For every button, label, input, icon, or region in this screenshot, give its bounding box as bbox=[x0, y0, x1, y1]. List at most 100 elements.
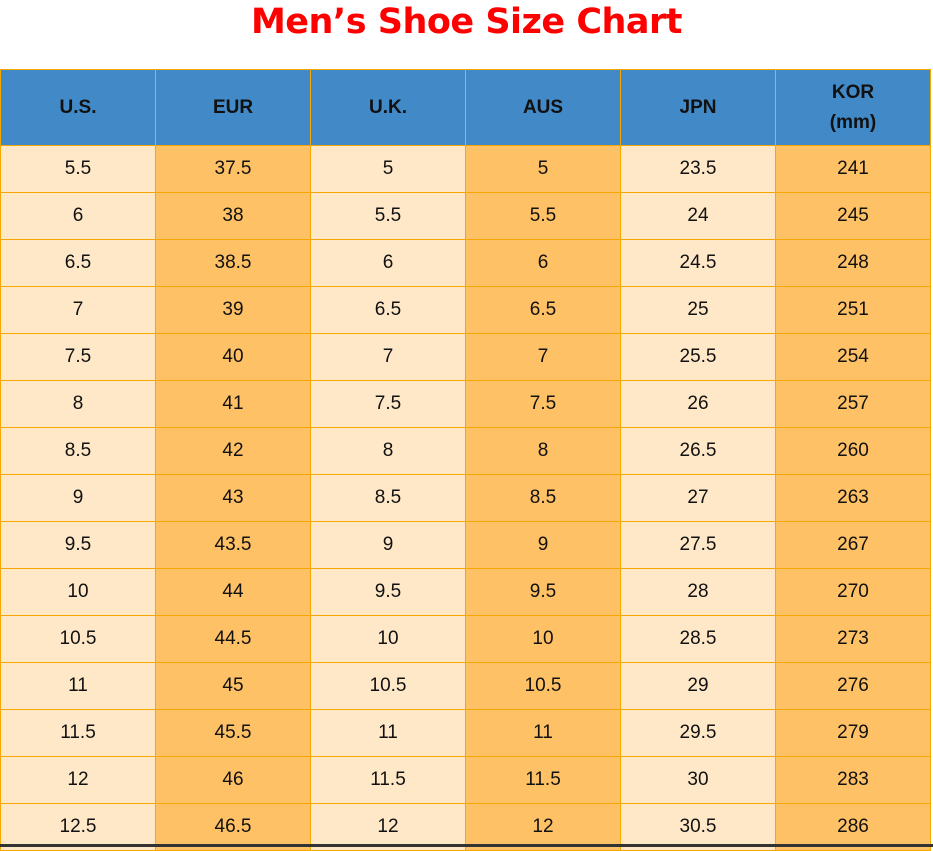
table-cell: 40 bbox=[155, 333, 311, 381]
table-cell: 241 bbox=[775, 145, 931, 193]
table-cell: 29.5 bbox=[620, 709, 776, 757]
table-row: 11 45 10.5 10.5 29 276 bbox=[0, 662, 931, 710]
table-cell: 263 bbox=[775, 474, 931, 522]
table-cell: 9.5 bbox=[310, 568, 466, 616]
bottom-edge bbox=[0, 844, 933, 847]
table-cell: 5.5 bbox=[0, 145, 156, 193]
table-cell: 28.5 bbox=[620, 615, 776, 663]
table-cell: 28 bbox=[620, 568, 776, 616]
table-cell: 8.5 bbox=[0, 427, 156, 475]
table-cell: 8.5 bbox=[465, 474, 621, 522]
column-header-label: EUR bbox=[212, 96, 254, 118]
table-cell: 5.5 bbox=[310, 192, 466, 240]
table-cell: 26.5 bbox=[620, 427, 776, 475]
table-cell: 276 bbox=[775, 662, 931, 710]
table-row: 8 41 7.5 7.5 26 257 bbox=[0, 380, 931, 428]
table-cell: 10 bbox=[465, 615, 621, 663]
table-cell: 7.5 bbox=[0, 333, 156, 381]
table-cell: 9 bbox=[0, 474, 156, 522]
table-row: 7.5 40 7 7 25.5 254 bbox=[0, 333, 931, 381]
table-cell: 251 bbox=[775, 286, 931, 334]
table-cell: 23.5 bbox=[620, 145, 776, 193]
table-cell: 12 bbox=[465, 803, 621, 851]
table-row: 7 39 6.5 6.5 25 251 bbox=[0, 286, 931, 334]
table-cell: 25.5 bbox=[620, 333, 776, 381]
column-header-label: U.K. bbox=[369, 96, 407, 118]
table-row: 10 44 9.5 9.5 28 270 bbox=[0, 568, 931, 616]
table-row: 12 46 11.5 11.5 30 283 bbox=[0, 756, 931, 804]
table-cell: 6 bbox=[0, 192, 156, 240]
table-cell: 6 bbox=[465, 239, 621, 287]
table-cell: 254 bbox=[775, 333, 931, 381]
table-row: 9 43 8.5 8.5 27 263 bbox=[0, 474, 931, 522]
table-row: 10.5 44.5 10 10 28.5 273 bbox=[0, 615, 931, 663]
table-cell: 46 bbox=[155, 756, 311, 804]
table-cell: 267 bbox=[775, 521, 931, 569]
column-header-label: (mm) bbox=[829, 111, 877, 133]
table-cell: 29 bbox=[620, 662, 776, 710]
table-cell: 26 bbox=[620, 380, 776, 428]
table-cell: 12.5 bbox=[0, 803, 156, 851]
table-cell: 6.5 bbox=[465, 286, 621, 334]
column-header: EUR bbox=[155, 69, 311, 146]
table-cell: 7 bbox=[310, 333, 466, 381]
table-row: 12.5 46.5 12 12 30.5 286 bbox=[0, 803, 931, 851]
table-cell: 27.5 bbox=[620, 521, 776, 569]
table-cell: 27 bbox=[620, 474, 776, 522]
table-row: 8.5 42 8 8 26.5 260 bbox=[0, 427, 931, 475]
table-cell: 245 bbox=[775, 192, 931, 240]
table-cell: 7 bbox=[465, 333, 621, 381]
table-row: 11.5 45.5 11 11 29.5 279 bbox=[0, 709, 931, 757]
table-cell: 8 bbox=[310, 427, 466, 475]
table-cell: 11 bbox=[0, 662, 156, 710]
table-row: 6 38 5.5 5.5 24 245 bbox=[0, 192, 931, 240]
table-cell: 11.5 bbox=[465, 756, 621, 804]
table-cell: 39 bbox=[155, 286, 311, 334]
table-cell: 30.5 bbox=[620, 803, 776, 851]
table-cell: 6 bbox=[310, 239, 466, 287]
table-cell: 10.5 bbox=[465, 662, 621, 710]
table-cell: 273 bbox=[775, 615, 931, 663]
table-cell: 8 bbox=[465, 427, 621, 475]
table-cell: 286 bbox=[775, 803, 931, 851]
table-cell: 9.5 bbox=[0, 521, 156, 569]
table-cell: 5.5 bbox=[465, 192, 621, 240]
table-cell: 6.5 bbox=[0, 239, 156, 287]
table-cell: 248 bbox=[775, 239, 931, 287]
table-cell: 5 bbox=[465, 145, 621, 193]
table-row: 6.5 38.5 6 6 24.5 248 bbox=[0, 239, 931, 287]
table-cell: 11 bbox=[310, 709, 466, 757]
table-cell: 279 bbox=[775, 709, 931, 757]
column-header: KOR (mm) bbox=[775, 69, 931, 146]
table-row: 9.5 43.5 9 9 27.5 267 bbox=[0, 521, 931, 569]
table-cell: 11.5 bbox=[310, 756, 466, 804]
table-cell: 257 bbox=[775, 380, 931, 428]
table-cell: 9 bbox=[465, 521, 621, 569]
column-header: AUS bbox=[465, 69, 621, 146]
table-cell: 6.5 bbox=[310, 286, 466, 334]
table-cell: 38 bbox=[155, 192, 311, 240]
size-chart-table: U.S. EUR U.K. AUS JPN KOR (mm) 5.5 37.5 5 5 23.5 24… bbox=[0, 69, 931, 851]
column-header-label: U.S. bbox=[59, 96, 97, 118]
table-cell: 270 bbox=[775, 568, 931, 616]
table-cell: 37.5 bbox=[155, 145, 311, 193]
page-title: Men’s Shoe Size Chart bbox=[250, 2, 683, 42]
table-cell: 10.5 bbox=[310, 662, 466, 710]
table-cell: 283 bbox=[775, 756, 931, 804]
column-header-label: KOR bbox=[831, 81, 875, 103]
table-cell: 9 bbox=[310, 521, 466, 569]
table-cell: 41 bbox=[155, 380, 311, 428]
table-cell: 8 bbox=[0, 380, 156, 428]
column-header: U.S. bbox=[0, 69, 156, 146]
table-cell: 45 bbox=[155, 662, 311, 710]
table-cell: 11 bbox=[465, 709, 621, 757]
table-cell: 10 bbox=[310, 615, 466, 663]
column-header-label: JPN bbox=[679, 96, 717, 118]
table-cell: 25 bbox=[620, 286, 776, 334]
table-cell: 12 bbox=[0, 756, 156, 804]
table-cell: 42 bbox=[155, 427, 311, 475]
table-cell: 45.5 bbox=[155, 709, 311, 757]
table-cell: 44 bbox=[155, 568, 311, 616]
table-cell: 5 bbox=[310, 145, 466, 193]
table-cell: 43 bbox=[155, 474, 311, 522]
